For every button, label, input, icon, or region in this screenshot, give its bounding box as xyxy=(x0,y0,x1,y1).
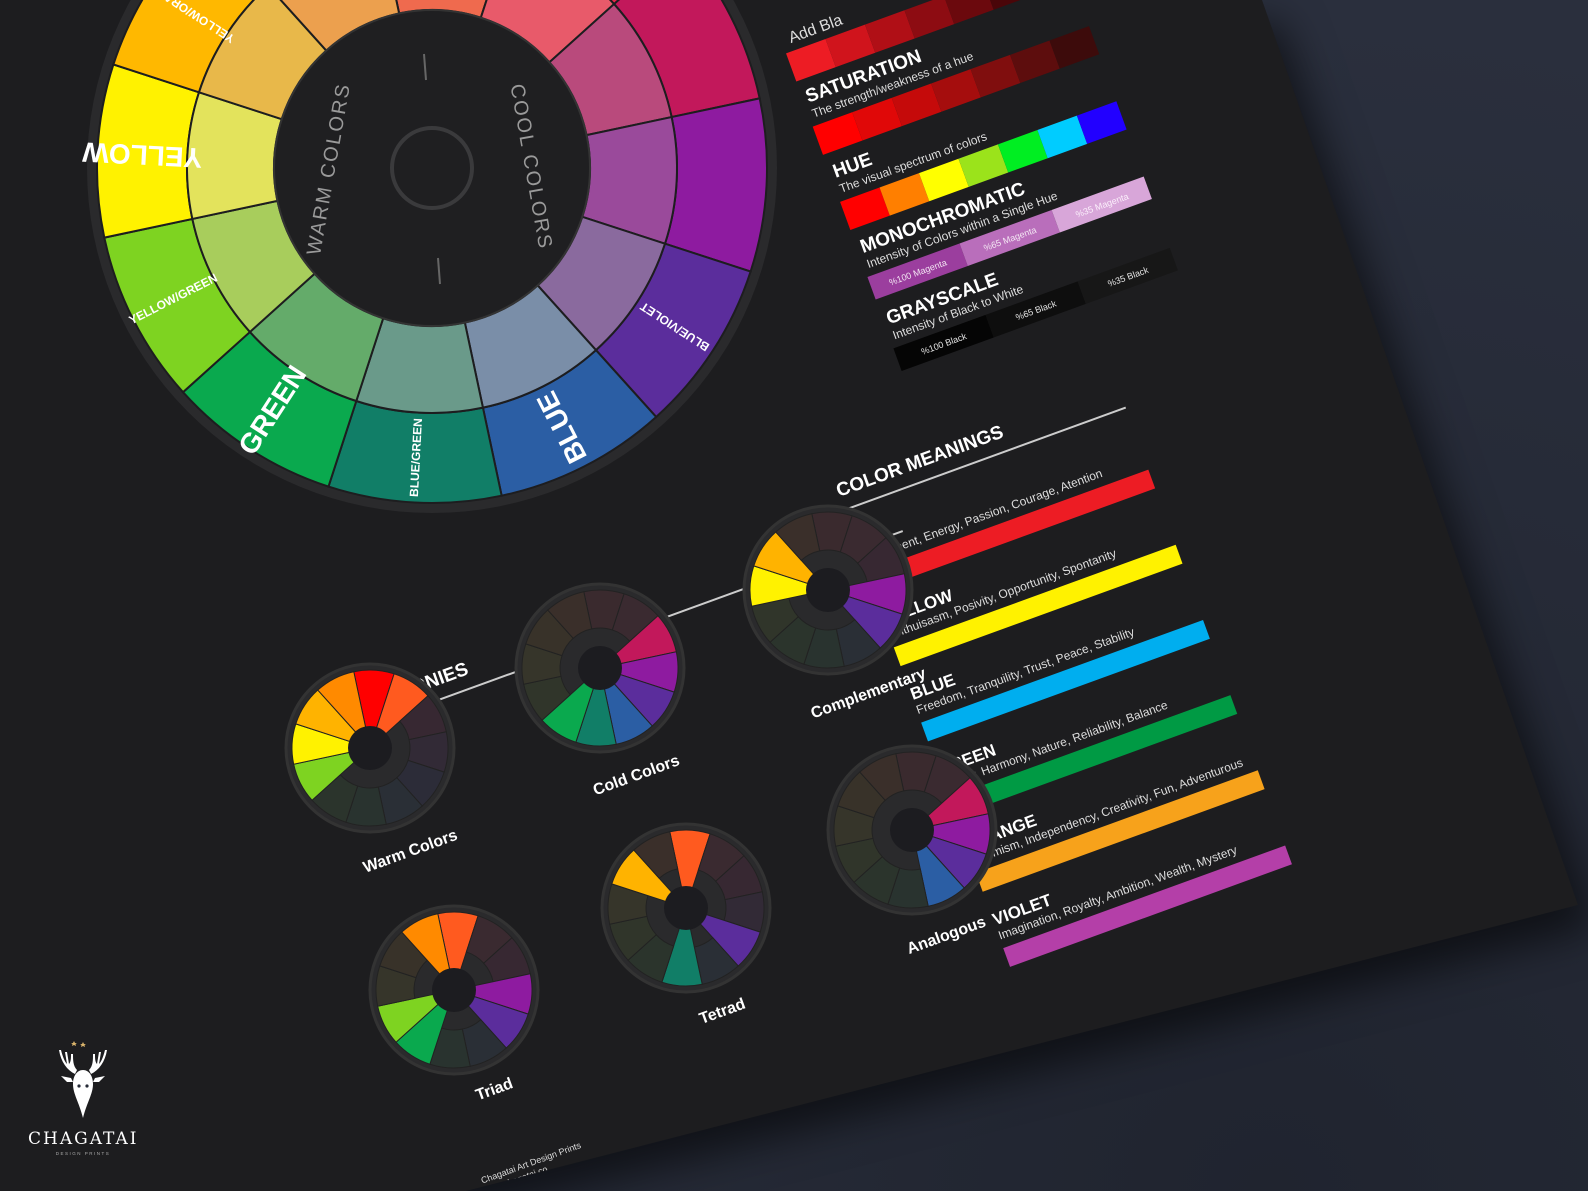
meaning-color-bar xyxy=(975,770,1265,892)
harmony-segment xyxy=(547,591,593,639)
harmony-wheels: Warm Colors Cold Colors Complementary Triad… xyxy=(284,504,998,1104)
harmony-wheel: Analogous xyxy=(826,744,998,958)
deer-icon xyxy=(59,1041,107,1118)
logo-subtitle: DESIGN PRINTS xyxy=(55,1151,111,1156)
harmony-wheel: Complementary xyxy=(742,504,928,722)
harmony-wheel: Warm Colors xyxy=(284,662,460,877)
color-meanings-title: COLOR MEANINGS xyxy=(834,422,1007,502)
hue-swatches xyxy=(840,101,1127,231)
footer-line-1: Chagatai Art Design Prints xyxy=(480,1140,583,1186)
harmony-label: Warm Colors xyxy=(361,827,460,877)
harmony-label: Analogous xyxy=(905,914,989,958)
wheel-outer-segment xyxy=(663,97,768,273)
harmony-label: Tetrad xyxy=(697,996,748,1028)
meaning-color-bar xyxy=(893,544,1183,667)
grayscale-swatches: %100 Black %65 Black %35 Black xyxy=(893,247,1178,371)
logo-brand-name: CHAGATAI xyxy=(28,1129,139,1149)
brand-logo: CHAGATAI DESIGN PRINTS xyxy=(28,1040,138,1170)
harmony-segment xyxy=(859,753,905,801)
tint-swatches xyxy=(786,0,1034,82)
color-properties: Add Bla SATURATION The strength/weakness… xyxy=(786,0,1178,371)
color-wheel: REDBLUE/VIOLETBLUEBLUE/GREENGREENYELLOW/… xyxy=(81,0,777,513)
wheel-segment-label: YELLOW xyxy=(81,136,203,173)
harmony-label: Triad xyxy=(474,1075,516,1104)
harmony-segment xyxy=(775,513,821,561)
wheel-segment-label: BLUE/GREEN xyxy=(407,418,425,497)
saturation-swatches xyxy=(812,26,1100,155)
meaning-color-bar xyxy=(921,619,1210,742)
meaning-color-bar xyxy=(1003,845,1292,967)
harmony-wheel: Cold Colors xyxy=(514,582,686,799)
harmony-segment xyxy=(633,831,679,879)
meaning-color-bar xyxy=(866,469,1156,592)
meaning-desc: Optimism, Independency, Creativity, Fun,… xyxy=(969,755,1245,867)
meaning-color-bar xyxy=(948,695,1238,817)
footer-credit: Chagatai Art Design Prints chagatai.co xyxy=(480,1140,583,1189)
harmony-wheel: Triad xyxy=(368,904,540,1104)
harmony-wheel: Tetrad xyxy=(600,822,772,1028)
harmony-label: Cold Colors xyxy=(591,752,682,799)
